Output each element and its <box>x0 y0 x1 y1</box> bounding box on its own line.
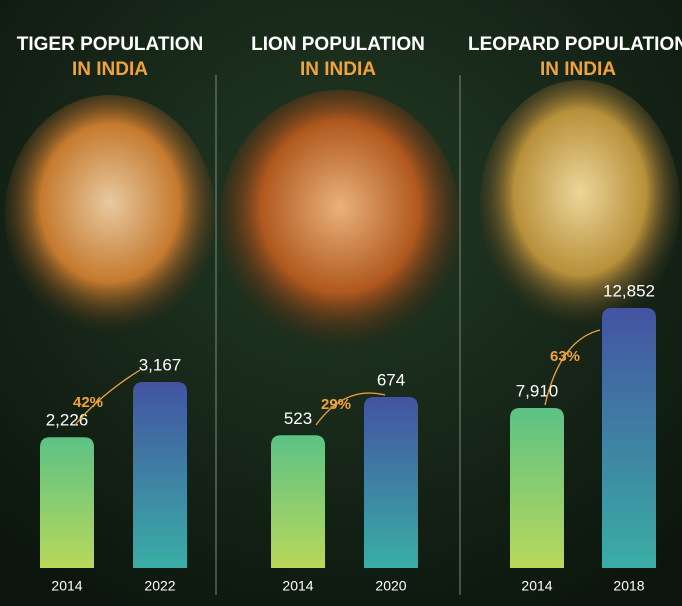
value-label: 7,910 <box>516 381 559 400</box>
bar <box>40 437 94 568</box>
x-tick-label: 2018 <box>613 578 644 594</box>
bar <box>271 435 325 568</box>
value-label: 2,226 <box>46 411 89 430</box>
chart-subtitle: IN INDIA <box>540 59 616 80</box>
value-label: 12,852 <box>603 281 655 300</box>
chart-title: TIGER POPULATION <box>17 34 203 55</box>
chart-subtitle: IN INDIA <box>72 59 148 80</box>
value-label: 674 <box>377 370 405 389</box>
x-tick-label: 2014 <box>282 578 313 594</box>
value-label: 3,167 <box>139 355 182 374</box>
tiger-image <box>5 95 215 335</box>
lion-image <box>220 90 460 350</box>
bar <box>510 408 564 568</box>
chart-title: LION POPULATION <box>251 34 425 55</box>
infographic: TIGER POPULATION IN INDIA 2,226 2014 3,167 20… <box>0 0 682 606</box>
bar <box>364 397 418 568</box>
value-label: 523 <box>284 409 312 428</box>
x-tick-label: 2020 <box>375 578 406 594</box>
x-tick-label: 2014 <box>521 578 552 594</box>
x-tick-label: 2014 <box>51 578 82 594</box>
bar <box>133 382 187 568</box>
chart-subtitle: IN INDIA <box>300 59 376 80</box>
chart-title: LEOPARD POPULATION <box>468 34 682 55</box>
growth-annotation: 42% <box>73 394 103 411</box>
bar <box>602 308 656 568</box>
x-tick-label: 2022 <box>144 578 175 594</box>
